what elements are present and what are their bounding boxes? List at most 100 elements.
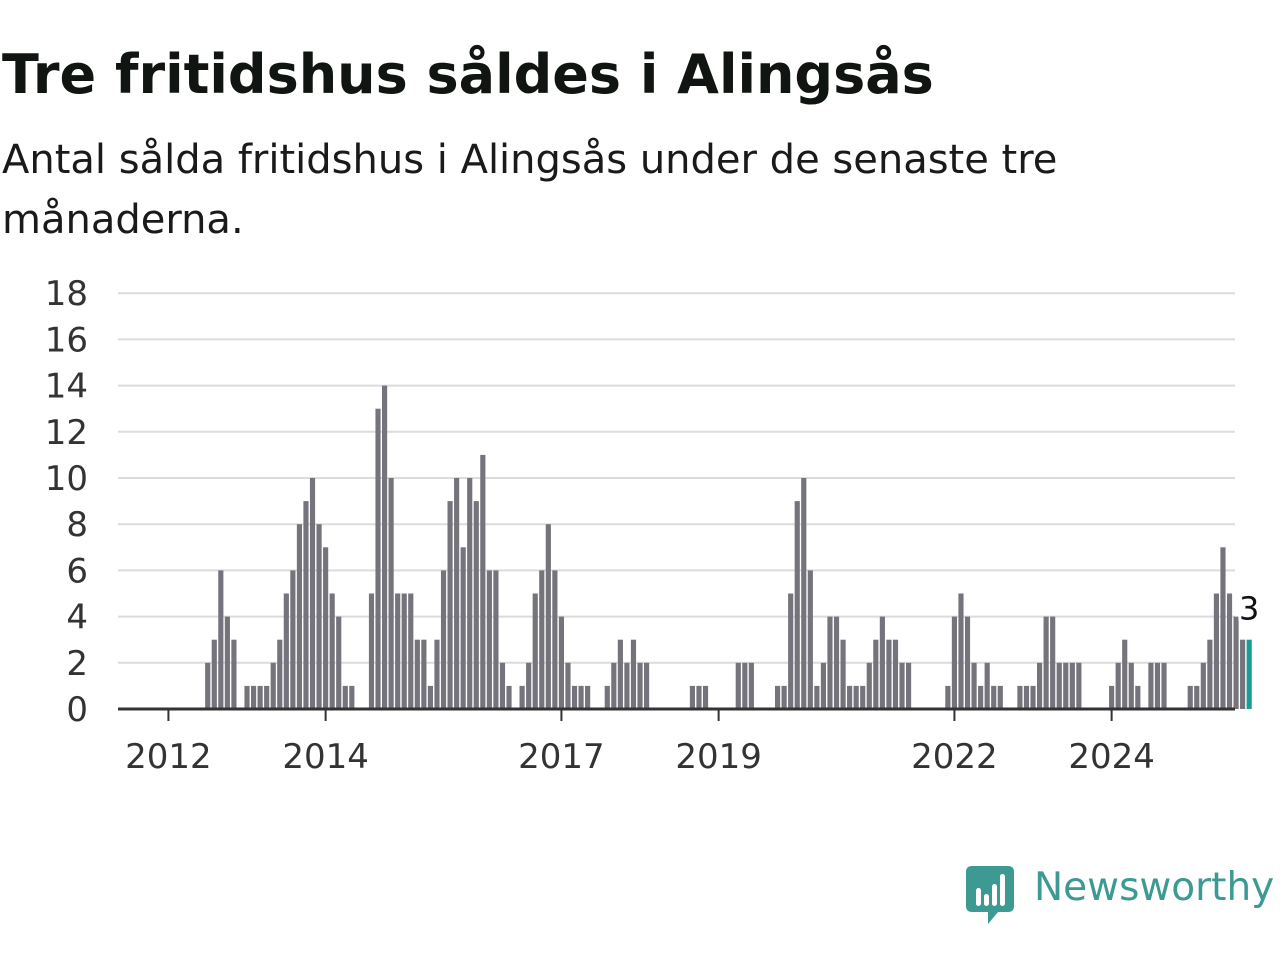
bar	[788, 593, 794, 709]
x-tick-label: 2012	[125, 737, 212, 777]
bar	[539, 570, 545, 709]
bar	[1069, 662, 1075, 709]
bar	[873, 639, 879, 709]
bar	[565, 662, 571, 709]
bar	[290, 570, 296, 709]
bar	[552, 570, 558, 709]
bar	[244, 685, 250, 709]
chart-title: Tre fritidshus såldes i Alingsås	[2, 43, 934, 106]
x-tick-label: 2017	[518, 737, 605, 777]
bar	[251, 685, 257, 709]
bar	[270, 662, 276, 709]
bar	[1128, 662, 1134, 709]
bar	[696, 685, 702, 709]
bar	[401, 593, 407, 709]
newsworthy-chart-bubble-icon	[966, 866, 1014, 924]
bar	[316, 524, 322, 709]
bar	[257, 685, 263, 709]
bar	[323, 547, 329, 709]
bar	[892, 639, 899, 709]
bar	[971, 662, 977, 709]
bar	[879, 616, 885, 709]
y-tick-label: 6	[66, 551, 88, 591]
bar	[329, 593, 335, 709]
bar	[951, 616, 957, 709]
bar	[1200, 662, 1206, 709]
bar	[945, 685, 951, 709]
bar	[519, 685, 525, 709]
bar	[1043, 616, 1049, 709]
y-tick-label: 18	[45, 274, 88, 314]
y-tick-label: 0	[66, 690, 88, 730]
bar	[637, 662, 643, 709]
bar	[218, 570, 224, 709]
bar	[571, 685, 578, 709]
bar	[585, 685, 591, 709]
bar	[224, 616, 230, 709]
bar	[211, 639, 217, 709]
bar	[840, 639, 846, 709]
bar	[847, 685, 853, 709]
bar-chart: 0 2 4 6 8 10 12 14 16 18 2012 2014 2017 2019 2022 2024 3	[44, 274, 1260, 777]
bar	[578, 685, 584, 709]
bar	[440, 570, 447, 709]
bar	[382, 385, 388, 709]
bar	[624, 662, 630, 709]
bar	[775, 685, 781, 709]
bar	[906, 662, 912, 709]
bar	[460, 547, 466, 709]
bar	[814, 685, 820, 709]
bar	[1187, 685, 1193, 709]
bar	[205, 662, 211, 709]
y-tick-label: 16	[45, 320, 88, 360]
bar	[395, 593, 401, 709]
y-tick-label: 14	[45, 367, 88, 407]
bar	[493, 570, 499, 709]
bar	[1207, 639, 1213, 709]
x-tick-label: 2022	[911, 737, 998, 777]
bar	[997, 685, 1003, 709]
bar	[467, 478, 473, 709]
bar	[1226, 593, 1233, 709]
y-tick-label: 2	[66, 644, 88, 684]
bar	[1148, 662, 1154, 709]
bar	[336, 616, 342, 709]
bar	[1154, 662, 1161, 709]
bar	[454, 478, 460, 709]
bar	[866, 662, 872, 709]
bar	[984, 662, 990, 709]
newsworthy-wordmark: Newsworthy	[1034, 865, 1275, 910]
bar	[283, 593, 289, 709]
bar	[277, 639, 283, 709]
bar	[827, 616, 833, 709]
bar	[388, 478, 394, 709]
bar	[617, 639, 623, 709]
bar	[604, 685, 610, 709]
bar	[342, 685, 348, 709]
bar	[735, 662, 741, 709]
bar	[991, 685, 997, 709]
bar	[644, 662, 650, 709]
bar	[958, 593, 964, 709]
bar	[1050, 616, 1056, 709]
bar	[794, 501, 800, 709]
chart-subtitle: Antal sålda fritidshus i Alingsås under …	[2, 137, 1058, 243]
bar	[1240, 639, 1246, 709]
y-tick-label: 8	[66, 505, 88, 545]
bar	[611, 662, 617, 709]
bar	[630, 639, 637, 709]
bar	[820, 662, 826, 709]
bar	[375, 408, 381, 709]
bar	[558, 616, 564, 709]
bar	[1017, 685, 1023, 709]
bar	[486, 570, 492, 709]
bar	[1213, 593, 1219, 709]
data-label: 3	[1239, 590, 1259, 628]
bar	[1109, 685, 1115, 709]
bar	[408, 593, 414, 709]
bar	[1135, 685, 1141, 709]
y-tick-label: 12	[45, 413, 88, 453]
bar	[309, 478, 316, 709]
bar	[742, 662, 748, 709]
bar	[349, 685, 355, 709]
